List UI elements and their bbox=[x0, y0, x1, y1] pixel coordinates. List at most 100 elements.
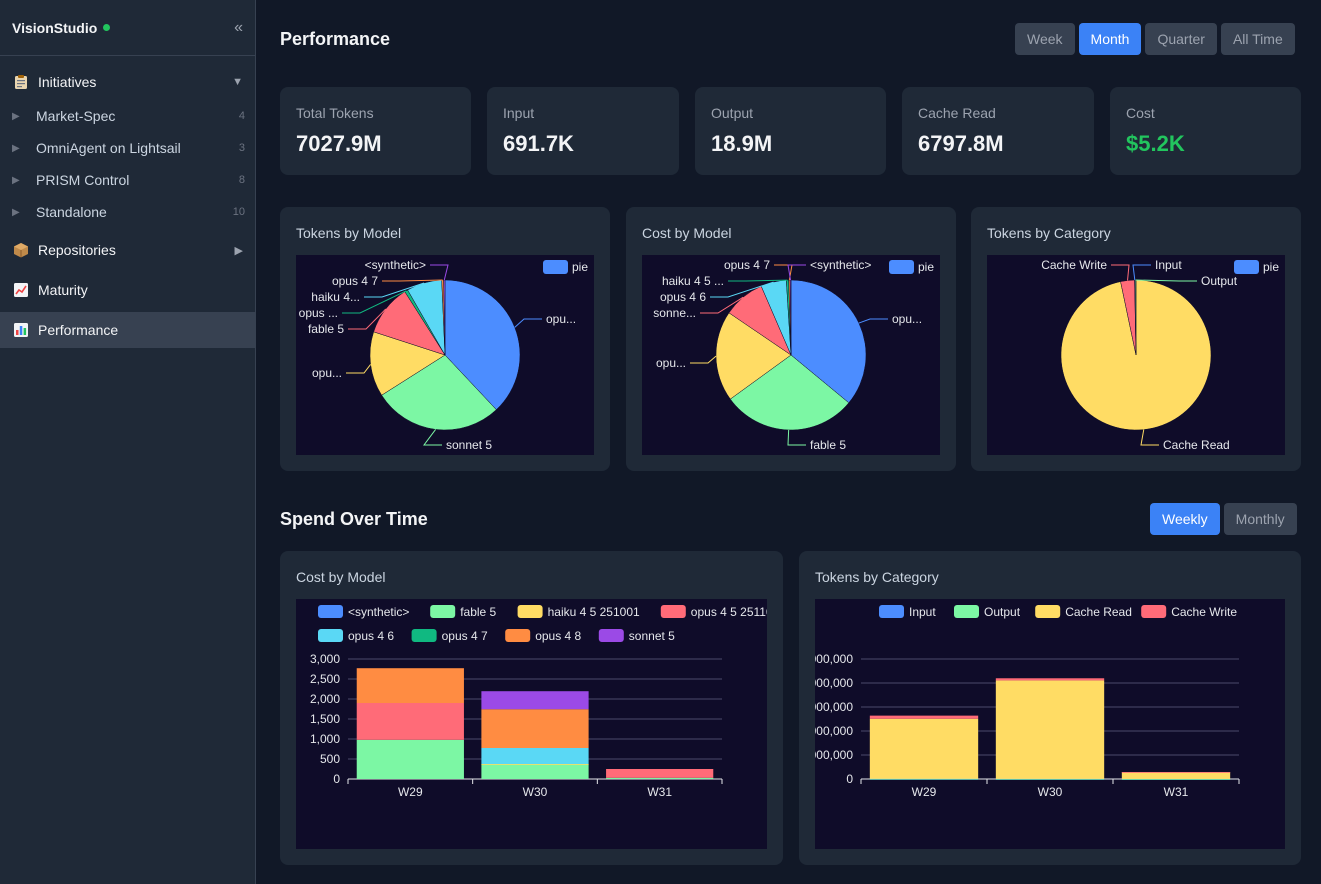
slice-label: Cache Write bbox=[1041, 258, 1107, 272]
bar-segment bbox=[481, 748, 589, 764]
card-title: Tokens by Model bbox=[296, 225, 402, 241]
y-tick-label: 1,500 bbox=[310, 712, 340, 726]
stat-value: $5.2K bbox=[1126, 131, 1185, 156]
pie-slice bbox=[790, 279, 867, 404]
count-badge: 4 bbox=[238, 110, 245, 122]
cost-by-model-pie: opu... fable 5 opu... sonne... opus 4 6 haiku… bbox=[653, 258, 934, 452]
leader-line bbox=[858, 318, 888, 324]
leader-line bbox=[514, 318, 542, 328]
sidebar: VisionStudio « Initiatives ▼ ▶ Market-Sp… bbox=[0, 0, 256, 884]
monthly-button[interactable]: Monthly bbox=[1223, 503, 1297, 535]
tokens-by-category-card: Tokens by Category Cache Read Cache Write… bbox=[971, 207, 1301, 471]
leader-line bbox=[728, 279, 788, 282]
leader-line bbox=[382, 279, 443, 282]
tokens-by-model-pie: opu... sonnet 5 opu... fable 5 opus ... haiku… bbox=[299, 258, 589, 452]
y-tick-label: 000,000 bbox=[815, 700, 853, 714]
legend-swatch bbox=[598, 629, 624, 642]
card-title: Cost by Model bbox=[642, 225, 732, 241]
legend-label: sonnet 5 bbox=[629, 629, 675, 643]
sidebar-item-initiatives[interactable]: Initiatives ▼ bbox=[0, 62, 255, 102]
y-tick-label: 2,000 bbox=[310, 692, 340, 706]
range-all-time-button[interactable]: All Time bbox=[1220, 23, 1295, 55]
leader-line bbox=[1140, 429, 1159, 446]
range-quarter-button[interactable]: Quarter bbox=[1145, 23, 1217, 55]
chart-up-icon bbox=[12, 281, 30, 299]
y-tick-label: 500 bbox=[320, 752, 340, 766]
package-icon bbox=[12, 241, 30, 259]
chevron-down-icon: ▼ bbox=[232, 76, 243, 88]
range-week-button[interactable]: Week bbox=[1015, 23, 1075, 55]
legend-label: <synthetic> bbox=[348, 605, 409, 619]
collapse-sidebar-icon[interactable]: « bbox=[234, 18, 243, 36]
x-tick-label: W31 bbox=[647, 785, 672, 799]
caret-right-icon: ▶ bbox=[12, 110, 20, 122]
plot-area: <synthetic> fable 5 haiku 4 5 251001 opus 4… bbox=[296, 599, 780, 849]
legend-label: opus 4 5 251101 bbox=[691, 605, 767, 619]
card-title: Cost by Model bbox=[296, 569, 386, 585]
legend-label: Cache Read bbox=[1065, 605, 1132, 619]
legend-label: fable 5 bbox=[460, 605, 496, 619]
legend-swatch bbox=[517, 605, 543, 618]
bar-segment bbox=[606, 769, 714, 778]
stat-card-cost: Cost $5.2K bbox=[1110, 87, 1301, 175]
legend-label: pie bbox=[918, 260, 934, 274]
pie-slice bbox=[715, 312, 792, 400]
y-tick-label: 1,000 bbox=[310, 732, 340, 746]
range-month-button[interactable]: Month bbox=[1078, 23, 1142, 55]
weekly-button[interactable]: Weekly bbox=[1150, 503, 1220, 535]
bar-segment bbox=[869, 718, 979, 779]
leader-line bbox=[710, 281, 774, 298]
sidebar-subitem-label: Market-Spec bbox=[36, 108, 116, 124]
stat-label: Output bbox=[711, 105, 754, 121]
bar-chart-icon bbox=[12, 321, 30, 339]
slice-label: opus 4 6 bbox=[660, 290, 706, 304]
legend-label: haiku 4 5 251001 bbox=[548, 605, 640, 619]
tokens-by-category-bar-card: Tokens by Category Input Output Cache Read… bbox=[799, 551, 1301, 865]
count-badge: 8 bbox=[238, 174, 245, 186]
slice-label: sonne... bbox=[653, 306, 696, 320]
leader-line bbox=[1132, 264, 1151, 281]
slice-label: Input bbox=[1155, 258, 1182, 272]
slice-label: opus 4 7 bbox=[332, 274, 378, 288]
stat-label: Cost bbox=[1126, 105, 1155, 121]
page-title: Performance bbox=[280, 29, 391, 49]
sidebar-subitem-label: Standalone bbox=[36, 204, 107, 220]
sidebar-item-performance[interactable]: Performance bbox=[0, 312, 255, 348]
slice-label: opu... bbox=[656, 356, 686, 370]
x-tick-label: W29 bbox=[398, 785, 423, 799]
legend-label: Cache Write bbox=[1171, 605, 1237, 619]
x-tick-label: W29 bbox=[912, 785, 937, 799]
card-title: Tokens by Category bbox=[815, 569, 939, 585]
bar-segment bbox=[1121, 771, 1231, 773]
stat-card-input: Input 691.7K bbox=[487, 87, 679, 175]
plot-area: Input Output Cache Read Cache Write 0 000,000… bbox=[810, 599, 1285, 849]
tokens-by-category-pie: Cache Read Cache Write Input Output pie bbox=[1041, 258, 1279, 452]
stat-card-total-tokens: Total Tokens 7027.9M bbox=[280, 87, 471, 175]
legend-swatch bbox=[889, 260, 914, 274]
x-tick-label: W30 bbox=[523, 785, 548, 799]
legend-swatch bbox=[1141, 605, 1167, 618]
caret-right-icon: ▶ bbox=[12, 174, 20, 186]
sidebar-subitem-prism-control[interactable]: ▶ PRISM Control 8 bbox=[0, 164, 255, 196]
leader-line bbox=[700, 296, 744, 314]
sidebar-item-maturity[interactable]: Maturity bbox=[0, 270, 255, 310]
pie-slice bbox=[444, 279, 521, 411]
y-tick-label: 0 bbox=[333, 772, 340, 786]
sidebar-subitem-standalone[interactable]: ▶ Standalone 10 bbox=[0, 196, 255, 228]
stat-card-output: Output 18.9M bbox=[695, 87, 886, 175]
y-tick-label: 000,000 bbox=[815, 748, 853, 762]
stat-value: 18.9M bbox=[711, 131, 773, 156]
sidebar-subitem-market-spec[interactable]: ▶ Market-Spec 4 bbox=[0, 100, 255, 132]
bar-segment bbox=[356, 703, 464, 740]
sidebar-item-label: Maturity bbox=[38, 282, 88, 298]
pie-slice bbox=[729, 354, 850, 431]
slice-label: sonnet 5 bbox=[446, 438, 492, 452]
slice-label: opu... bbox=[312, 366, 342, 380]
count-badge: 10 bbox=[232, 206, 245, 218]
sidebar-item-label: Performance bbox=[38, 322, 119, 338]
leader-line bbox=[346, 364, 371, 374]
sidebar-subitem-omniagent[interactable]: ▶ OmniAgent on Lightsail 3 bbox=[0, 132, 255, 164]
sidebar-item-repositories[interactable]: Repositories ▶ bbox=[0, 230, 255, 270]
legend-swatch bbox=[430, 605, 456, 618]
legend-swatch bbox=[318, 605, 343, 618]
